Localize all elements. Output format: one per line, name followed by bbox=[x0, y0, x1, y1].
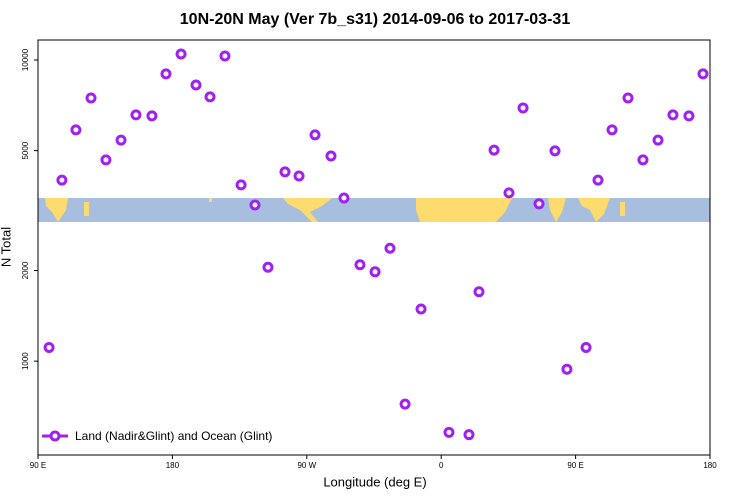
land bbox=[578, 198, 610, 222]
point bbox=[85, 92, 97, 104]
chart-title: 10N-20N May (Ver 7b_s31) 2014-09-06 to 2… bbox=[180, 11, 571, 28]
land bbox=[283, 198, 332, 222]
x-tick-label: 90 W bbox=[297, 461, 316, 470]
point bbox=[473, 286, 485, 298]
legend-label: Land (Nadir&Glint) and Ocean (Glint) bbox=[75, 429, 272, 443]
legend: Land (Nadir&Glint) and Ocean (Glint) bbox=[42, 429, 272, 443]
point bbox=[443, 426, 455, 438]
point bbox=[549, 145, 561, 157]
x-tick-label: 90 E bbox=[30, 461, 46, 470]
land bbox=[620, 202, 625, 216]
point bbox=[384, 242, 396, 254]
point bbox=[463, 429, 475, 441]
x-axis-label: Longitude (deg E) bbox=[323, 474, 426, 489]
point bbox=[56, 174, 68, 186]
ocean bbox=[38, 198, 710, 222]
point bbox=[415, 303, 427, 315]
y-tick-label: 1000 bbox=[21, 352, 30, 370]
y-tick-label: 2000 bbox=[21, 261, 30, 279]
point bbox=[262, 261, 274, 273]
point bbox=[354, 259, 366, 271]
land bbox=[416, 198, 512, 222]
land bbox=[84, 202, 89, 216]
point bbox=[70, 124, 82, 136]
point bbox=[204, 91, 216, 103]
point bbox=[293, 170, 305, 182]
point bbox=[697, 68, 709, 80]
point bbox=[309, 129, 321, 141]
point bbox=[667, 109, 679, 121]
point bbox=[683, 110, 695, 122]
land bbox=[209, 198, 212, 202]
point bbox=[488, 144, 500, 156]
x-tick-label: 90 E bbox=[567, 461, 583, 470]
point bbox=[249, 199, 261, 211]
point bbox=[279, 166, 291, 178]
point bbox=[533, 198, 545, 210]
point bbox=[190, 79, 202, 91]
point bbox=[369, 266, 381, 278]
point bbox=[338, 192, 350, 204]
point bbox=[503, 187, 515, 199]
land bbox=[45, 198, 68, 222]
point bbox=[235, 179, 247, 191]
point bbox=[43, 342, 55, 354]
point bbox=[517, 102, 529, 114]
point bbox=[399, 398, 411, 410]
point bbox=[100, 154, 112, 166]
point bbox=[130, 109, 142, 121]
legend-marker bbox=[49, 430, 61, 442]
point bbox=[652, 134, 664, 146]
plot-frame bbox=[37, 39, 711, 456]
map-band bbox=[38, 198, 710, 222]
point bbox=[592, 174, 604, 186]
point bbox=[146, 110, 158, 122]
x-tick-label: 180 bbox=[166, 461, 180, 470]
x-tick-label: 0 bbox=[439, 461, 444, 470]
point bbox=[561, 363, 573, 375]
point bbox=[115, 134, 127, 146]
point bbox=[219, 50, 231, 62]
land bbox=[548, 198, 566, 222]
x-tick-label: 180 bbox=[703, 461, 717, 470]
y-tick-label: 5000 bbox=[21, 141, 30, 159]
point bbox=[606, 124, 618, 136]
point bbox=[637, 154, 649, 166]
y-tick-label: 10000 bbox=[21, 48, 30, 71]
point bbox=[175, 48, 187, 60]
point bbox=[622, 92, 634, 104]
y-axis-label: N Total bbox=[0, 227, 13, 267]
point bbox=[580, 342, 592, 354]
point bbox=[325, 150, 337, 162]
point bbox=[160, 68, 172, 80]
